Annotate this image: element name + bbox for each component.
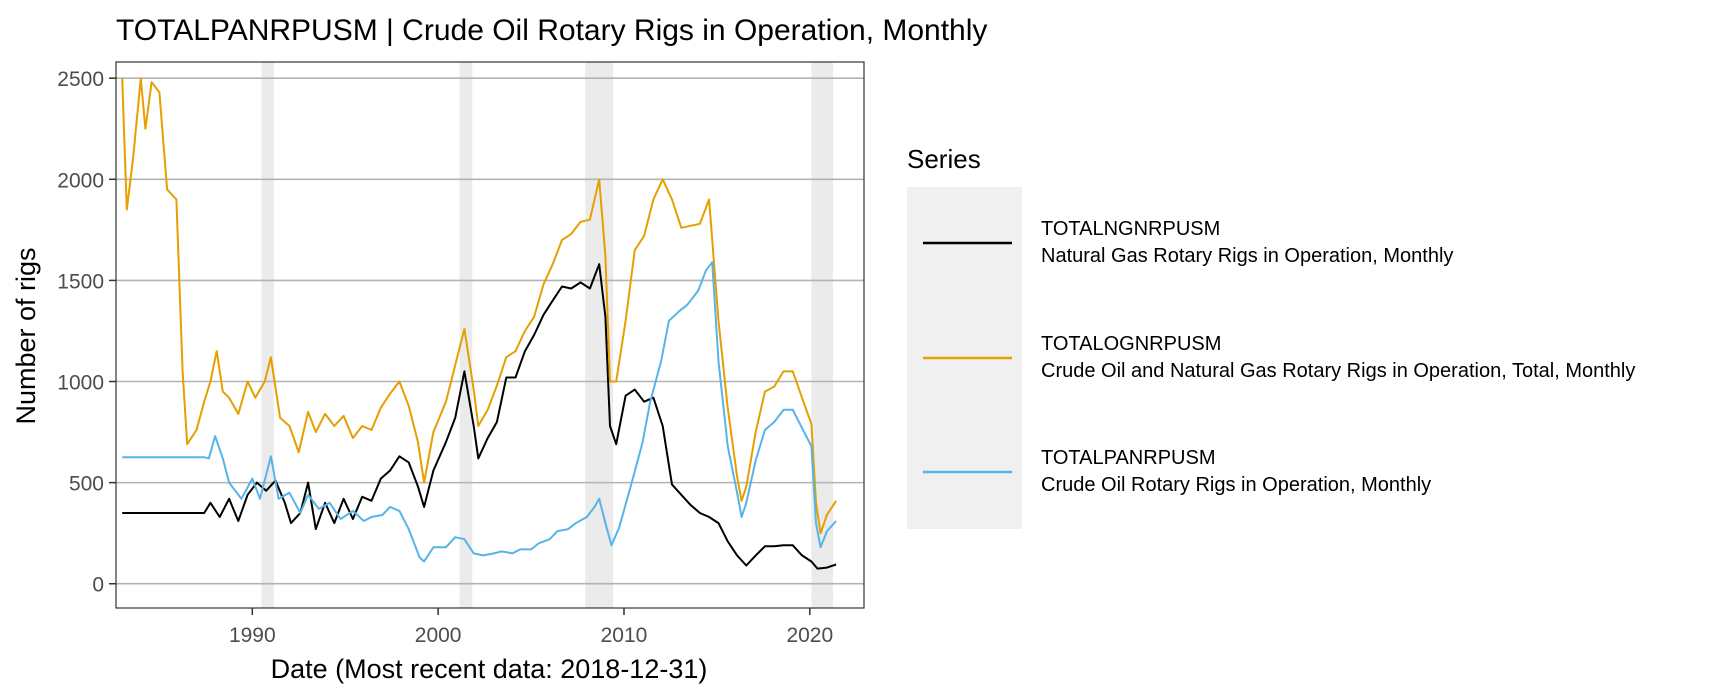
- recession-band: [811, 62, 834, 608]
- legend-series-name: TOTALPANRPUSM: [1041, 447, 1215, 469]
- axes: 0 500 1000 1500 2000 2500 1990 2000 2010 2020: [57, 61, 865, 647]
- y-axis-title: Number of rigs: [11, 247, 41, 424]
- plot-panel-border: [115, 61, 865, 609]
- y-tick-label: 0: [92, 574, 104, 597]
- x-tick-label: 1990: [229, 624, 276, 647]
- series-line-totalognrpusm: [121, 77, 837, 535]
- recession-band: [261, 62, 274, 608]
- series-line-totalpanrpusm: [122, 261, 837, 563]
- series-lines: [121, 77, 837, 570]
- x-tick-label: 2010: [601, 624, 648, 647]
- legend: Series TOTALNGNRPUSM Natural Gas Rotary Ri…: [907, 144, 1635, 529]
- y-tick-label: 500: [69, 473, 104, 496]
- recession-bands: [261, 62, 834, 608]
- x-axis-title: Date (Most recent data: 2018-12-31): [271, 654, 708, 684]
- y-tick-label: 2000: [57, 169, 104, 192]
- legend-series-description: Crude Oil and Natural Gas Rotary Rigs in…: [1041, 360, 1635, 382]
- legend-series-name: TOTALOGNRPUSM: [1041, 333, 1221, 355]
- y-tick-label: 2500: [57, 68, 104, 91]
- y-tick-label: 1000: [57, 372, 104, 395]
- x-tick-label: 2020: [786, 624, 833, 647]
- legend-series-name: TOTALNGNRPUSM: [1041, 218, 1220, 240]
- chart-title: TOTALPANRPUSM | Crude Oil Rotary Rigs in…: [116, 14, 987, 47]
- legend-series-description: Crude Oil Rotary Rigs in Operation, Mont…: [1041, 474, 1431, 496]
- legend-series-description: Natural Gas Rotary Rigs in Operation, Mo…: [1041, 245, 1453, 267]
- legend-title: Series: [907, 144, 981, 174]
- x-tick-label: 2000: [415, 624, 462, 647]
- grid-lines: [116, 77, 864, 585]
- y-tick-label: 1500: [57, 270, 104, 293]
